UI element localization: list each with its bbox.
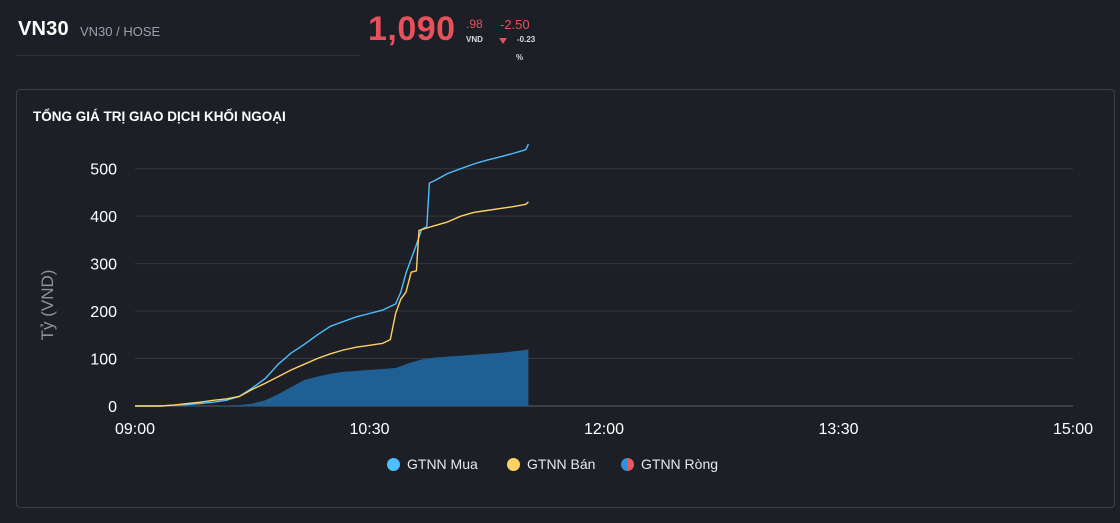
x-tick-1500: 15:00 bbox=[1053, 421, 1093, 438]
ticker-block: VN30 VN30 / HOSE bbox=[16, 0, 360, 56]
y-tick-400: 400 bbox=[90, 209, 117, 226]
panel-title: TỔNG GIÁ TRỊ GIAO DỊCH KHỐI NGOẠI bbox=[33, 109, 286, 124]
y-tick-100: 100 bbox=[90, 352, 117, 369]
legend-dot-ban bbox=[507, 458, 520, 471]
ticker-exchange: VN30 / HOSE bbox=[80, 24, 161, 39]
price-decimal: .98 bbox=[466, 17, 483, 31]
chart-legend: GTNN Mua GTNN Bán GTNN Ròng bbox=[0, 456, 1120, 476]
x-tick-1200: 12:00 bbox=[584, 421, 624, 438]
x-tick-1030: 10:30 bbox=[349, 421, 389, 438]
y-tick-labels: 0 100 200 300 400 500 bbox=[90, 162, 117, 416]
series-line-mua bbox=[135, 143, 530, 407]
stock-header: VN30 VN30 / HOSE 1,090 .98 VND -2.50 -0.… bbox=[0, 0, 1120, 80]
series-area-rong bbox=[135, 349, 529, 406]
area-layer bbox=[135, 349, 529, 406]
legend-label-ban: GTNN Bán bbox=[527, 456, 596, 472]
legend-dot-rong bbox=[621, 458, 634, 471]
y-axis-label: Tỷ (VND) bbox=[38, 270, 57, 341]
y-tick-500: 500 bbox=[90, 162, 117, 179]
price-change-percent: -0.23 bbox=[517, 35, 536, 44]
x-tick-labels: 09:00 10:30 12:00 13:30 15:00 bbox=[115, 421, 1093, 438]
legend-dot-mua bbox=[387, 458, 400, 471]
price-main: 1,090 bbox=[368, 10, 456, 48]
arrow-down-icon bbox=[499, 38, 507, 44]
legend-item-ban[interactable]: GTNN Bán bbox=[507, 456, 595, 476]
x-tick-1330: 13:30 bbox=[818, 421, 858, 438]
line-layer bbox=[135, 143, 530, 407]
legend-item-rong[interactable]: GTNN Ròng bbox=[621, 456, 718, 476]
series-line-ban bbox=[135, 201, 529, 407]
x-tick-0900: 09:00 bbox=[115, 421, 155, 438]
foreign-trading-panel: TỔNG GIÁ TRỊ GIAO DỊCH KHỐI NGOẠI bbox=[16, 89, 1115, 508]
y-tick-200: 200 bbox=[90, 304, 117, 321]
price-unit: VND bbox=[466, 35, 483, 44]
grid-lines bbox=[135, 168, 1073, 407]
ticker-symbol: VN30 bbox=[18, 18, 69, 40]
y-tick-300: 300 bbox=[90, 257, 117, 274]
percent-sign: % bbox=[516, 53, 524, 62]
legend-label-mua: GTNN Mua bbox=[407, 456, 478, 472]
price-change: -2.50 bbox=[500, 17, 530, 32]
legend-item-mua[interactable]: GTNN Mua bbox=[387, 456, 478, 476]
legend-label-rong: GTNN Ròng bbox=[641, 456, 719, 472]
y-tick-0: 0 bbox=[108, 399, 117, 416]
